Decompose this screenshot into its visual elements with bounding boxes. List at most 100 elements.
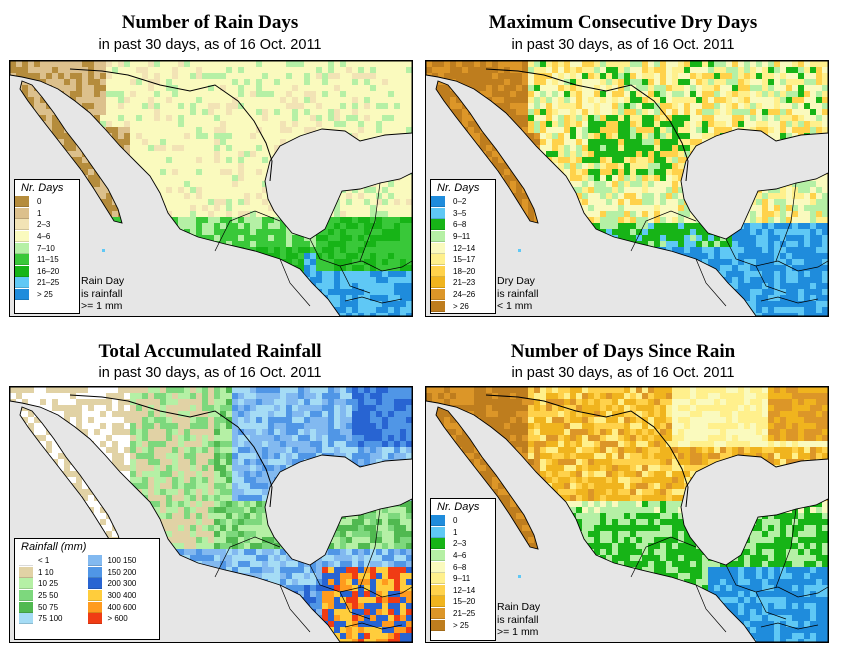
rain-day-definition: Rain Day is rainfall >= 1 mm <box>81 275 124 313</box>
legend-item: 6–8 <box>431 561 495 573</box>
legend-item: 21–25 <box>15 277 79 289</box>
state-border <box>279 584 311 633</box>
days-since-rain-legend: Nr. Days 0 1 2–3 4–6 6–8 9–11 12–14 15–20 21–25 >… <box>430 498 496 641</box>
dry-days-legend: Nr. Days 0–2 3–5 6–8 9–11 12–14 15–17 18–20 21–… <box>430 179 496 314</box>
state-border <box>760 296 819 304</box>
legend-item: 9–11 <box>431 573 495 585</box>
state-border <box>344 296 403 304</box>
rain-day-definition: Rain Day is rainfall >= 1 mm <box>497 601 540 639</box>
legend-item: 6–8 <box>431 219 495 231</box>
state-border <box>339 265 371 294</box>
legend-item: 400 600 <box>88 601 147 613</box>
legend-swatch <box>431 242 445 254</box>
state-border <box>725 238 779 267</box>
legend-item: 15–20 <box>431 596 495 608</box>
legend-swatch <box>431 300 445 312</box>
coastline <box>426 61 828 316</box>
coastline <box>435 406 539 550</box>
legend-swatch <box>431 231 445 243</box>
legend-item: 10 25 <box>19 578 78 590</box>
state-border <box>695 584 727 633</box>
island <box>518 249 521 252</box>
legend-item: 1 <box>15 207 79 220</box>
legend-label: 0–2 <box>453 197 467 207</box>
panel-subtitle: in past 30 days, as of 16 Oct. 2011 <box>511 365 735 381</box>
legend-item: 12–14 <box>431 242 495 254</box>
state-border <box>309 564 363 593</box>
legend-label: 6–8 <box>453 562 467 572</box>
legend-swatch <box>88 578 103 590</box>
legend-item: 21–25 <box>431 608 495 620</box>
legend-label: 21–25 <box>453 609 476 619</box>
legend-item: 9–11 <box>431 231 495 243</box>
legend-item: 18–20 <box>431 265 495 278</box>
note-line: < 1 mm <box>497 300 533 312</box>
note-line: Rain Day <box>81 275 125 287</box>
legend-item: > 25 <box>15 289 79 301</box>
legend-label: 4–6 <box>37 232 51 242</box>
legend-swatch <box>19 555 33 567</box>
us-mexico-border <box>485 68 689 182</box>
legend-swatch <box>88 601 103 613</box>
legend-label: 400 600 <box>107 602 137 612</box>
legend-label: 9–11 <box>453 232 471 242</box>
legend-swatch <box>431 265 445 277</box>
legend-label: 7–10 <box>37 243 55 253</box>
legend-swatch <box>19 566 33 578</box>
legend-swatch <box>431 254 445 266</box>
legend-swatch <box>431 207 445 219</box>
state-border <box>359 508 381 588</box>
legend-swatch <box>15 242 29 254</box>
state-border <box>339 591 371 620</box>
coastline <box>435 80 539 224</box>
state-border <box>777 260 828 272</box>
legend-item: 21–23 <box>431 277 495 289</box>
legend-swatch <box>88 590 103 602</box>
legend-title: Nr. Days <box>437 182 480 194</box>
legend-label: 15–20 <box>453 597 476 607</box>
legend-swatch <box>431 526 445 538</box>
legend-swatch <box>15 254 29 266</box>
legend-label: 24–26 <box>453 290 476 300</box>
us-mexico-border <box>69 68 273 182</box>
state-border <box>630 210 697 252</box>
note-line: is rainfall <box>81 287 123 300</box>
legend-label: 150 200 <box>107 567 137 577</box>
legend-label: > 600 <box>107 614 128 624</box>
legend-label: 1 <box>37 208 42 218</box>
legend-label: 12–14 <box>453 243 476 253</box>
legend-swatch <box>431 550 445 562</box>
legend-swatch <box>15 207 29 219</box>
legend-label: 12–14 <box>453 585 476 595</box>
legend-label: 11–15 <box>37 255 59 265</box>
state-border <box>760 622 819 630</box>
legend-item: > 600 <box>88 613 147 625</box>
legend-item: < 1 <box>19 555 78 567</box>
legend-item: 50 75 <box>19 601 78 613</box>
us-mexico-border <box>69 394 273 508</box>
legend-swatch <box>431 608 445 620</box>
legend-swatch <box>431 289 445 301</box>
legend-swatch <box>19 590 33 602</box>
legend-label: 4–6 <box>453 551 467 561</box>
panel-title: Total Accumulated Rainfall <box>98 341 322 362</box>
legend-label: 6–8 <box>453 220 467 230</box>
legend-label: 1 <box>453 527 458 537</box>
dry-days-map: Nr. Days 0–2 3–5 6–8 9–11 12–14 15–17 18–20 21–… <box>425 60 829 317</box>
legend-item: 25 50 <box>19 590 78 602</box>
legend-label: 9–11 <box>453 574 471 584</box>
legend-item: 100 150 <box>88 555 147 567</box>
legend-label: > 26 <box>453 301 469 311</box>
legend-label: 15–17 <box>453 255 476 265</box>
legend-swatch <box>19 613 33 625</box>
legend-label: 1 10 <box>38 567 54 577</box>
legend-label: 2–3 <box>453 539 467 549</box>
legend-swatch <box>15 196 29 208</box>
legend-swatch <box>15 231 29 243</box>
legend-label: 0 <box>453 516 458 526</box>
legend-item: 3–5 <box>431 207 495 220</box>
legend-swatch <box>431 619 445 631</box>
dry-day-definition: Dry Day is rainfall < 1 mm <box>497 275 538 313</box>
legend-swatch <box>431 219 445 231</box>
legend-item: 4–6 <box>15 231 79 243</box>
